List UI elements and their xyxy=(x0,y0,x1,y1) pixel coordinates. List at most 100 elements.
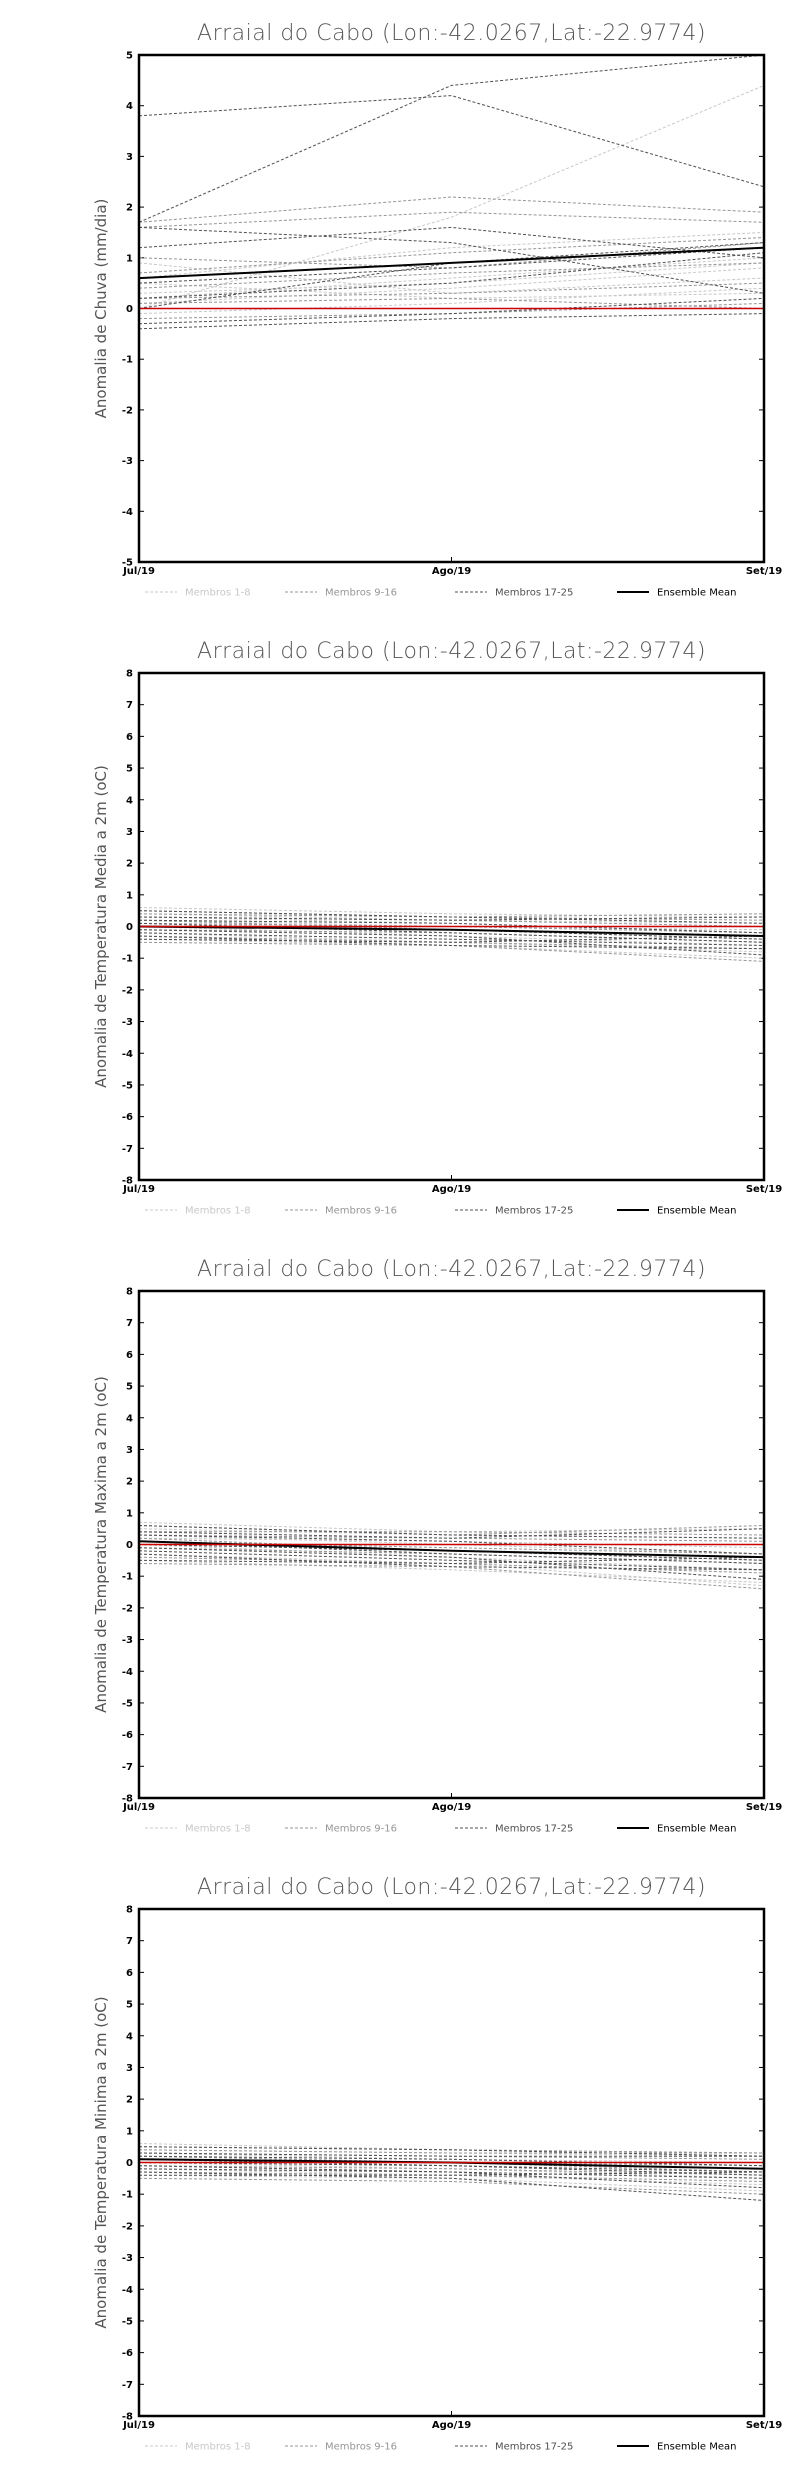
y-tick-label: 3 xyxy=(126,152,133,163)
y-tick-label: 5 xyxy=(126,2000,133,2011)
x-tick-label: Jul/19 xyxy=(122,2420,155,2431)
ensemble-mean-line xyxy=(139,1540,764,1559)
member-line-19 xyxy=(139,1540,764,1564)
legend-label: Ensemble Mean xyxy=(657,2442,736,2453)
member-line-20 xyxy=(139,1556,764,1565)
member-line-17 xyxy=(139,95,764,188)
y-tick-label: 4 xyxy=(126,2031,133,2042)
member-line-15 xyxy=(139,2177,764,2195)
y-tick-label: -3 xyxy=(122,1635,133,1646)
y-axis-label: Anomalia de Chuva (mm/dia) xyxy=(92,199,110,419)
y-tick-label: -5 xyxy=(122,1698,133,1709)
member-line-17 xyxy=(139,2152,764,2157)
member-line-24 xyxy=(139,910,764,924)
member-line-21 xyxy=(139,2155,764,2167)
member-line-23 xyxy=(139,2165,764,2189)
y-tick-label: 8 xyxy=(126,669,133,680)
plot-frame xyxy=(137,1907,766,2418)
legend-label: Membros 9-16 xyxy=(325,2442,397,2453)
member-line-5 xyxy=(139,287,764,315)
legend-label: Membros 17-25 xyxy=(495,588,573,599)
member-line-21 xyxy=(139,297,764,325)
y-tick-label: -2 xyxy=(122,985,133,996)
legend-label: Membros 9-16 xyxy=(325,1206,397,1217)
y-tick-label: -2 xyxy=(122,2221,133,2232)
legend-label: Ensemble Mean xyxy=(657,1824,736,1835)
series-group xyxy=(139,1521,764,1590)
y-tick-label: 3 xyxy=(126,1445,133,1456)
y-tick-label: 3 xyxy=(126,2063,133,2074)
legend-label: Ensemble Mean xyxy=(657,1206,736,1217)
plot-frame xyxy=(137,671,766,1182)
y-tick-label: -4 xyxy=(122,2285,133,2296)
member-line-20 xyxy=(139,226,764,259)
member-line-21 xyxy=(139,1534,764,1555)
member-line-24 xyxy=(139,2146,764,2157)
y-tick-label: 7 xyxy=(126,700,133,711)
chart-panel-3: Arraial do Cabo (Lon:-42.0267,Lat:-22.97… xyxy=(92,1257,782,1835)
member-line-18 xyxy=(139,932,764,946)
chart-title: Arraial do Cabo (Lon:-42.0267,Lat:-22.97… xyxy=(197,1257,706,1282)
y-tick-label: 5 xyxy=(126,51,133,62)
y-tick-label: 2 xyxy=(126,859,133,870)
y-tick-label: -1 xyxy=(122,355,133,366)
y-tick-label: 4 xyxy=(126,101,133,112)
legend-label: Membros 9-16 xyxy=(325,588,397,599)
y-tick-label: -2 xyxy=(122,1603,133,1614)
y-tick-label: 0 xyxy=(126,2158,133,2169)
member-line-21 xyxy=(139,919,764,934)
chart-panel-2: Arraial do Cabo (Lon:-42.0267,Lat:-22.97… xyxy=(92,639,782,1217)
y-tick-label: 1 xyxy=(126,2126,133,2137)
member-line-24 xyxy=(139,1525,764,1539)
member-line-1 xyxy=(139,1521,764,1533)
legend: Membros 1-8 Membros 9-16 Membros 17-25 Ense… xyxy=(145,1206,736,1217)
y-tick-label: 6 xyxy=(126,1350,133,1361)
member-line-16 xyxy=(139,1531,764,1536)
member-line-13 xyxy=(139,262,764,289)
member-line-8 xyxy=(139,1537,764,1549)
legend-label: Membros 17-25 xyxy=(495,1206,573,1217)
member-line-20 xyxy=(139,2171,764,2176)
y-tick-label: -4 xyxy=(122,1049,133,1060)
member-line-22 xyxy=(139,2162,764,2173)
member-line-25 xyxy=(139,935,764,950)
y-tick-label: -8 xyxy=(122,1176,133,1187)
y-tick-label: 1 xyxy=(126,1508,133,1519)
legend-label: Membros 9-16 xyxy=(325,1824,397,1835)
legend-label: Ensemble Mean xyxy=(657,588,736,599)
chart-title: Arraial do Cabo (Lon:-42.0267,Lat:-22.97… xyxy=(197,21,706,46)
member-line-1 xyxy=(139,907,764,918)
member-line-10 xyxy=(139,282,764,299)
legend: Membros 1-8 Membros 9-16 Membros 17-25 Ense… xyxy=(145,2442,736,2453)
member-line-17 xyxy=(139,916,764,921)
y-tick-label: 7 xyxy=(126,1318,133,1329)
chart-panel-1: Arraial do Cabo (Lon:-42.0267,Lat:-22.97… xyxy=(92,21,782,599)
y-tick-label: 8 xyxy=(126,1287,133,1298)
legend-label: Membros 1-8 xyxy=(185,1824,251,1835)
y-tick-label: -6 xyxy=(122,1730,133,1741)
y-tick-label: 5 xyxy=(126,1382,133,1393)
plot-frame xyxy=(137,53,766,564)
y-tick-label: 4 xyxy=(126,1413,133,1424)
y-tick-label: 6 xyxy=(126,732,133,743)
member-line-18 xyxy=(139,1550,764,1571)
x-tick-label: Jul/19 xyxy=(122,1184,155,1195)
member-line-25 xyxy=(139,2171,764,2201)
y-tick-label: 0 xyxy=(126,1540,133,1551)
y-tick-label: 2 xyxy=(126,2095,133,2106)
y-tick-label: -6 xyxy=(122,2348,133,2359)
legend: Membros 1-8 Membros 9-16 Membros 17-25 Ense… xyxy=(145,588,736,599)
member-line-19 xyxy=(139,226,764,294)
member-line-1 xyxy=(139,267,764,304)
y-tick-label: -4 xyxy=(122,507,133,518)
y-tick-label: -7 xyxy=(122,1144,133,1155)
member-line-13 xyxy=(139,1540,764,1555)
y-tick-label: 3 xyxy=(126,827,133,838)
member-line-2 xyxy=(139,84,764,309)
member-line-19 xyxy=(139,922,764,943)
y-tick-label: 1 xyxy=(126,890,133,901)
member-line-25 xyxy=(139,247,764,284)
legend-label: Membros 17-25 xyxy=(495,1824,573,1835)
legend-label: Membros 1-8 xyxy=(185,1206,251,1217)
